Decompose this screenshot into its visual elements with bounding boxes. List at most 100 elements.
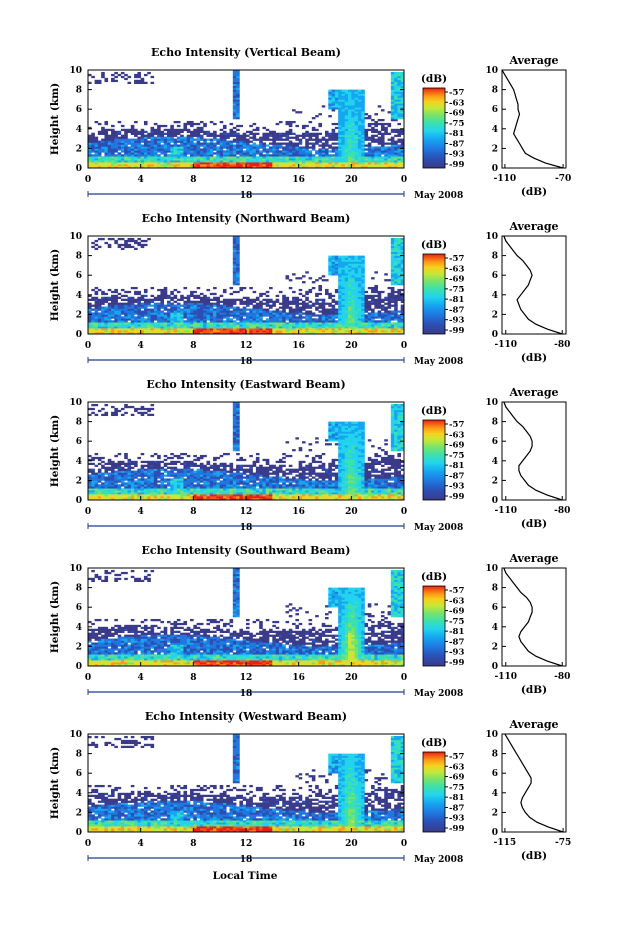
- echo-cell: [384, 132, 388, 135]
- echo-cell: [341, 140, 346, 143]
- echo-cell: [97, 468, 102, 471]
- echo-cell: [160, 148, 165, 151]
- echo-cell: [361, 89, 365, 92]
- echo-cell: [236, 152, 240, 155]
- echo-cell: [236, 132, 240, 135]
- echo-cell: [180, 156, 184, 159]
- echo-cell: [186, 302, 191, 305]
- echo-cell: [157, 470, 161, 473]
- echo-cell: [190, 162, 194, 165]
- echo-cell: [361, 310, 365, 313]
- echo-cell: [394, 140, 398, 143]
- echo-cell: [117, 306, 122, 309]
- echo-cell: [196, 144, 201, 147]
- echo-cell: [315, 332, 319, 335]
- echo-cell: [140, 144, 145, 147]
- echo-cell: [354, 148, 359, 151]
- echo-cell: [167, 498, 171, 501]
- echo-cell: [367, 308, 372, 311]
- echo-cell: [400, 109, 405, 112]
- echo-cell: [357, 115, 362, 118]
- echo-cell: [344, 132, 349, 135]
- echo-cell: [173, 140, 178, 143]
- echo-cell: [130, 239, 135, 243]
- echo-cell: [130, 148, 135, 151]
- echo-cell: [117, 154, 122, 157]
- echo-cell: [107, 482, 112, 485]
- echo-cell: [140, 302, 145, 305]
- echo-cell: [351, 300, 355, 303]
- echo-cell: [367, 150, 372, 153]
- echo-cell: [97, 326, 102, 329]
- echo-cell: [361, 119, 365, 122]
- echo-cell: [282, 158, 286, 161]
- echo-cell: [147, 162, 151, 165]
- echo-cell: [364, 326, 369, 329]
- echo-cell: [249, 136, 253, 139]
- echo-cell: [301, 150, 306, 153]
- echo-cell: [288, 308, 293, 311]
- echo-cell: [325, 140, 329, 143]
- echo-cell: [344, 115, 349, 118]
- echo-cell: [390, 253, 395, 256]
- echo-cell: [222, 166, 227, 169]
- echo-cell: [328, 132, 332, 135]
- echo-cell: [334, 105, 339, 108]
- echo-cell: [361, 306, 365, 309]
- echo-cell: [232, 239, 237, 243]
- echo-cell: [94, 452, 99, 456]
- echo-cell: [351, 152, 355, 155]
- echo-cell: [226, 316, 230, 319]
- echo-cell: [134, 162, 138, 165]
- echo-cell: [167, 466, 171, 469]
- echo-cell: [364, 332, 369, 335]
- echo-cell: [344, 136, 349, 139]
- echo-cell: [394, 265, 398, 268]
- echo-cell: [101, 138, 105, 141]
- echo-cell: [222, 320, 227, 323]
- echo-cell: [397, 73, 402, 77]
- echo-cell: [321, 328, 326, 331]
- echo-cell: [97, 314, 102, 317]
- echo-cell: [361, 111, 365, 114]
- echo-cell: [101, 494, 105, 497]
- echo-cell: [305, 314, 309, 317]
- echo-cell: [328, 296, 332, 300]
- echo-cell: [328, 103, 332, 106]
- echo-cell: [222, 164, 227, 167]
- echo-cell: [117, 468, 122, 471]
- echo-cell: [394, 275, 398, 278]
- echo-cell: [127, 472, 132, 475]
- echo-cell: [193, 294, 197, 298]
- echo-cell: [180, 164, 184, 167]
- echo-cell: [371, 318, 375, 321]
- echo-cell: [157, 308, 161, 311]
- echo-cell: [390, 81, 395, 85]
- echo-cell: [394, 312, 398, 315]
- echo-cell: [367, 306, 372, 309]
- echo-cell: [351, 113, 355, 116]
- echo-cell: [153, 162, 158, 165]
- echo-cell: [246, 308, 250, 311]
- echo-cell: [104, 158, 109, 161]
- echo-cell: [137, 328, 141, 331]
- echo-cell: [301, 308, 306, 311]
- echo-cell: [120, 320, 125, 323]
- echo-cell: [354, 263, 359, 266]
- echo-cell: [397, 288, 402, 292]
- echo-cell: [394, 296, 398, 300]
- echo-cell: [137, 496, 141, 499]
- echo-cell: [147, 484, 151, 487]
- echo-cell: [173, 142, 178, 145]
- echo-cell: [371, 162, 375, 165]
- echo-cell: [380, 304, 385, 307]
- echo-cell: [91, 245, 95, 249]
- echo-cell: [147, 304, 151, 307]
- echo-cell: [219, 312, 224, 315]
- echo-cell: [380, 298, 385, 301]
- echo-cell: [196, 318, 201, 321]
- echo-cell: [328, 271, 332, 274]
- echo-cell: [272, 150, 276, 153]
- echo-cell: [397, 99, 402, 102]
- echo-cell: [351, 154, 355, 157]
